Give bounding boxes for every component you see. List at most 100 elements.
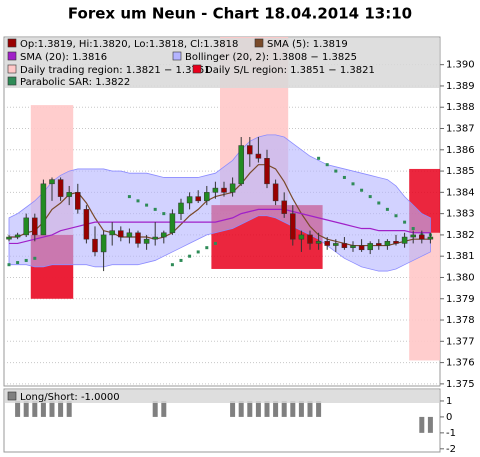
candle-body bbox=[57, 179, 64, 197]
legend-label: Parabolic SAR: 1.3822 bbox=[20, 77, 130, 88]
legend-swatch bbox=[7, 76, 17, 86]
sar-dot bbox=[170, 263, 174, 267]
candle-body bbox=[255, 153, 262, 159]
candle-body bbox=[135, 232, 141, 244]
legend-swatch bbox=[172, 51, 182, 61]
y-tick-label: 1.390 bbox=[446, 60, 475, 71]
candle-body bbox=[186, 196, 193, 204]
candle-body bbox=[40, 183, 47, 236]
candle-body bbox=[350, 245, 356, 248]
candle-body bbox=[32, 217, 38, 236]
y-tick-label: 1.375 bbox=[446, 379, 475, 390]
signal-bar bbox=[23, 400, 29, 417]
legend-label: Op:1.3819, Hi:1.3820, Lo:1.3818, Cl:1.38… bbox=[20, 39, 238, 50]
bollinger-band bbox=[8, 134, 431, 272]
sar-dot bbox=[394, 214, 398, 218]
signal-bar bbox=[419, 416, 425, 433]
y-tick-label: 1.389 bbox=[446, 81, 475, 92]
indicator-legend-box bbox=[5, 390, 439, 403]
signal-bar bbox=[49, 400, 55, 417]
sar-dot bbox=[325, 163, 329, 167]
sar-dot bbox=[368, 195, 372, 199]
sar-dot bbox=[136, 199, 140, 203]
signal-bar bbox=[247, 400, 253, 417]
y-tick-label: 1.378 bbox=[446, 315, 475, 326]
sar-dot bbox=[342, 175, 346, 179]
y-tick-label: 1.387 bbox=[446, 124, 475, 135]
sar-dot bbox=[153, 207, 157, 211]
sar-dot bbox=[196, 250, 200, 254]
candle-body bbox=[75, 192, 81, 210]
y-tick-label: -1 bbox=[446, 428, 456, 439]
candle-body bbox=[384, 241, 391, 246]
legend-swatch bbox=[7, 64, 17, 74]
candle-body bbox=[23, 217, 29, 236]
signal-bar bbox=[298, 400, 304, 417]
candle-body bbox=[100, 234, 107, 253]
legend-box bbox=[5, 38, 439, 88]
candle-body bbox=[358, 245, 365, 251]
legend-swatch bbox=[7, 391, 17, 401]
y-tick-label: 1.388 bbox=[446, 102, 475, 113]
signal-bar bbox=[40, 400, 46, 417]
legend-label: SMA (5): 1.3819 bbox=[267, 39, 348, 50]
legend-swatch bbox=[254, 38, 264, 48]
signal-bar bbox=[255, 400, 261, 417]
signal-bar bbox=[290, 400, 296, 417]
candle-body bbox=[6, 236, 12, 240]
sar-dot bbox=[213, 241, 217, 245]
candle-body bbox=[427, 236, 434, 240]
y-tick-label: -2 bbox=[446, 444, 456, 455]
y-tick-label: 1.385 bbox=[446, 166, 475, 177]
sar-dot bbox=[377, 201, 381, 205]
candle-body bbox=[204, 192, 210, 202]
legend-label: Bollinger (20, 2): 1.3808 − 1.3825 bbox=[185, 52, 357, 63]
signal-bar bbox=[316, 400, 322, 417]
signal-bar bbox=[161, 400, 167, 417]
indicator-panel: 1 0 -1 -2 Long/Short: -1.0000 bbox=[3, 388, 456, 455]
candle-body bbox=[161, 232, 167, 238]
candle-body bbox=[333, 243, 339, 246]
candle-body bbox=[83, 209, 90, 240]
candle-body bbox=[66, 192, 72, 197]
candle-body bbox=[49, 179, 55, 185]
legend-label: Long/Short: -1.0000 bbox=[20, 392, 120, 403]
candle-body bbox=[229, 183, 236, 193]
sar-dot bbox=[360, 188, 364, 192]
sar-dot bbox=[403, 220, 407, 224]
y-tick-label: 1.380 bbox=[446, 272, 475, 283]
sar-dot bbox=[411, 227, 415, 231]
sar-dot bbox=[317, 156, 321, 160]
sar-dot bbox=[205, 246, 209, 250]
candle-body bbox=[152, 236, 158, 240]
signal-bar bbox=[58, 400, 64, 417]
candle-body bbox=[401, 236, 408, 244]
candle-body bbox=[178, 202, 184, 214]
legend-swatch bbox=[192, 64, 202, 74]
signal-bar bbox=[32, 400, 38, 417]
sar-dot bbox=[127, 195, 131, 199]
main-panel: 1.375 1.376 1.377 1.378 1.379 1.380 1.381 1.382… bbox=[3, 36, 475, 390]
y-tick-label: 1.386 bbox=[446, 145, 475, 156]
candle-body bbox=[341, 243, 348, 248]
candle-body bbox=[143, 238, 150, 244]
y-tick-label: 1.376 bbox=[446, 358, 475, 369]
signal-bar bbox=[264, 400, 270, 417]
signal-bar bbox=[427, 416, 433, 433]
signal-bar bbox=[281, 400, 287, 417]
candle-body bbox=[238, 145, 244, 185]
candle-body bbox=[221, 187, 227, 193]
sar-dot bbox=[24, 258, 28, 262]
candle-body bbox=[367, 243, 373, 251]
candle-body bbox=[169, 213, 176, 234]
legend-label: Daily trading region: 1.3821 − 1.3761 bbox=[20, 65, 211, 76]
candle-body bbox=[264, 158, 270, 185]
chart-title: Forex um Neun - Chart 18.04.2014 13:10 bbox=[68, 5, 412, 23]
signal-bar bbox=[15, 400, 21, 417]
candle-body bbox=[118, 230, 124, 238]
candle-body bbox=[281, 200, 287, 214]
candle-body bbox=[324, 241, 330, 246]
candle-body bbox=[298, 234, 305, 240]
candle-body bbox=[212, 187, 219, 193]
